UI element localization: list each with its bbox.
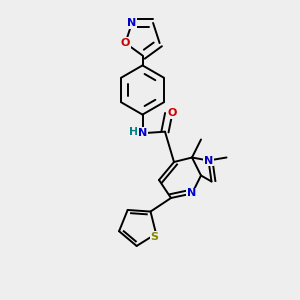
Text: N: N	[138, 128, 147, 138]
Text: N: N	[204, 155, 213, 166]
Text: N: N	[188, 188, 196, 199]
Text: H: H	[130, 127, 139, 137]
Text: S: S	[151, 232, 159, 242]
Text: O: O	[121, 38, 130, 48]
Text: O: O	[167, 108, 177, 118]
Text: N: N	[127, 18, 136, 28]
